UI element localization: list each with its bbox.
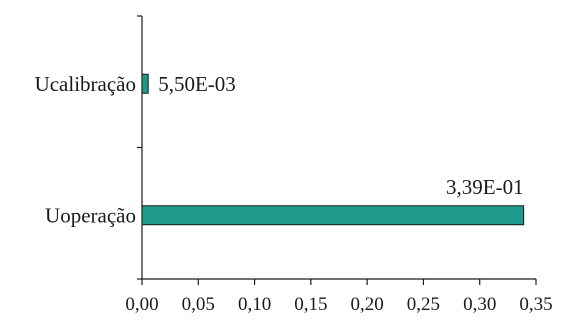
bars (141, 73, 525, 226)
labels: Ucalibração 5,50E-03 Uoperação 3,39E-01 (35, 72, 524, 228)
x-tick-label: 0,35 (519, 294, 552, 315)
x-tick-label: 0,10 (238, 294, 271, 315)
x-tick-label: 0,20 (351, 294, 384, 315)
bar (141, 73, 149, 94)
category-label: Ucalibração (35, 72, 136, 96)
category-label: Uoperação (45, 203, 136, 227)
axes: 0,00 0,05 0,10 0,15 0,20 0,25 0,30 0,35 (125, 15, 553, 315)
x-tick-label: 0,30 (463, 294, 496, 315)
x-tick-label: 0,15 (294, 294, 327, 315)
x-tick-label: 0,05 (182, 294, 215, 315)
x-tick-label: 0,00 (125, 294, 158, 315)
bar (141, 205, 525, 226)
data-label: 3,39E-01 (446, 175, 524, 199)
data-label: 5,50E-03 (158, 72, 236, 96)
x-tick-label: 0,25 (407, 294, 440, 315)
